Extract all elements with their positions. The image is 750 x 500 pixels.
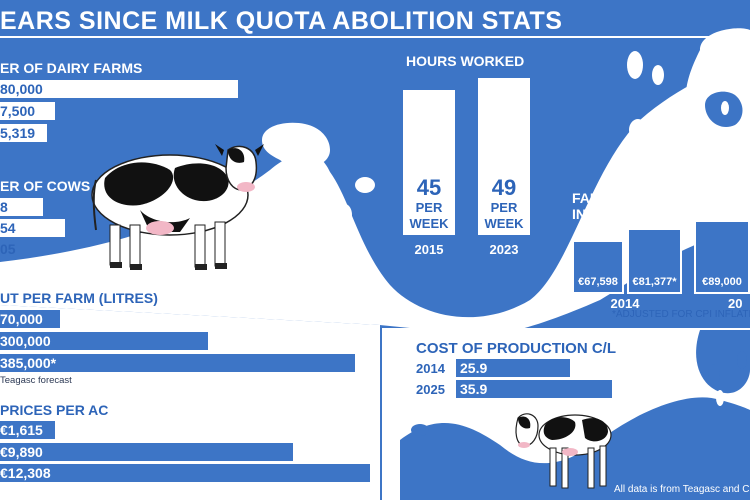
cost-heading: COST OF PRODUCTION C/L [416,340,616,357]
source-note: All data is from Teagasc and CS [614,484,750,495]
income-bar-2: €81,377* [627,228,682,294]
cost-year-2014: 2014 [416,361,445,376]
output-bar-1: 70,000 [0,310,60,328]
income-year-partial: 20 [728,296,743,311]
cost-bar-2025: 35.9 [456,380,612,398]
cows-bar-1: 8 [0,198,43,216]
hours-2015-value: 45 [416,175,442,200]
page-title: EARS SINCE MILK QUOTA ABOLITION STATS [0,7,563,35]
hours-bar-2015: 45 PER WEEK [403,90,455,235]
prices-bar-1: €1,615 [0,421,55,439]
hours-2015-unit-2: WEEK [409,216,449,231]
output-bar-3: 385,000* [0,354,355,372]
output-note: Teagasc forecast [0,375,72,386]
output-heading: UT PER FARM (LITRES) [0,290,158,306]
cost-bar-2014: 25.9 [456,359,570,377]
incomes-heading: FARM INCOMES [572,190,637,222]
cows-heading: ER OF COWS [0,178,91,194]
dairy-farms-bar-2: 7,500 [0,102,55,120]
income-year-2014: 2014 [610,296,640,311]
dairy-farms-bar-3: 5,319 [0,124,47,142]
hours-2015-unit-1: PER [415,200,443,215]
prices-bar-3: €12,308 [0,464,370,482]
title-divider [0,36,750,38]
prices-bar-2: €9,890 [0,443,293,461]
incomes-heading-line-1: FARM [572,190,612,206]
income-bar-1: €67,598 [572,240,624,294]
hours-2023-unit-1: PER [490,200,518,215]
hours-bar-2023: 49 PER WEEK [478,78,530,235]
hours-2023-unit-2: WEEK [484,216,524,231]
incomes-footnote: *ADJUSTED FOR CPI INFLATI [612,309,750,320]
cows-bar-3: 05 [0,241,16,257]
cow-illustration-large [91,144,264,270]
dairy-farms-heading: ER OF DAIRY FARMS [0,60,143,76]
dairy-farms-bar-1: 80,000 [0,80,238,98]
output-bar-2: 300,000 [0,332,208,350]
hours-heading: HOURS WORKED [406,53,525,69]
cow-illustration-small [515,413,612,489]
income-bar-3: €89,000 [694,220,750,294]
hours-year-2023: 2023 [489,242,519,257]
prices-heading: PRICES PER AC [0,402,109,418]
cost-year-2025: 2025 [416,382,445,397]
hours-year-2015: 2015 [414,242,444,257]
hours-2023-value: 49 [491,175,517,200]
incomes-heading-line-2: INCOMES [572,206,638,222]
cows-bar-2: 54 [0,219,65,237]
